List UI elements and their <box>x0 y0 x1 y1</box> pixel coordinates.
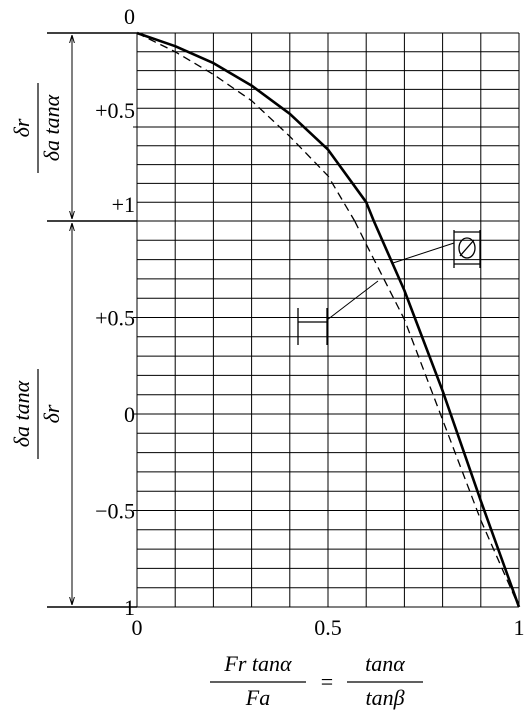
x-tick-label: 0.5 <box>314 615 342 640</box>
grid <box>133 32 520 608</box>
x-label: Fr tanα Fa = tanα tanβ <box>210 651 423 710</box>
x-label-equals: = <box>321 669 333 694</box>
x-label-numerator: Fr tanα <box>223 651 292 676</box>
y-tick-label: 1 <box>124 595 135 620</box>
x-label-denominator: Fa <box>245 685 270 710</box>
x-tick-label: 0 <box>132 615 143 640</box>
y-tick-label: 0 <box>124 4 135 29</box>
curve <box>136 31 376 222</box>
y-label-lower: δa tanα δr <box>9 369 64 459</box>
symbol-single-row <box>297 280 379 345</box>
y-tick-label: +1 <box>112 192 135 217</box>
curve <box>354 220 520 608</box>
x-tick-label: 1 <box>514 615 525 640</box>
y-label-denominator: δr <box>39 404 64 423</box>
y-tick-label: +0.5 <box>95 306 135 331</box>
y-tick-label: −0.5 <box>95 499 135 524</box>
curve <box>372 220 521 608</box>
y-label-numerator: δr <box>9 118 34 137</box>
y-tick-label: 0 <box>124 402 135 427</box>
x-label-denominator: tanβ <box>365 685 404 710</box>
y-label-denominator: δa tanα <box>39 94 64 161</box>
curves <box>136 31 521 608</box>
x-label-numerator: tanα <box>365 651 405 676</box>
y-label-numerator: δa tanα <box>9 380 34 447</box>
y-tick-label: +0.5 <box>95 98 135 123</box>
curve <box>136 32 356 222</box>
y-label-upper: δr δa tanα <box>9 83 64 173</box>
symbol-double-row <box>392 230 481 268</box>
